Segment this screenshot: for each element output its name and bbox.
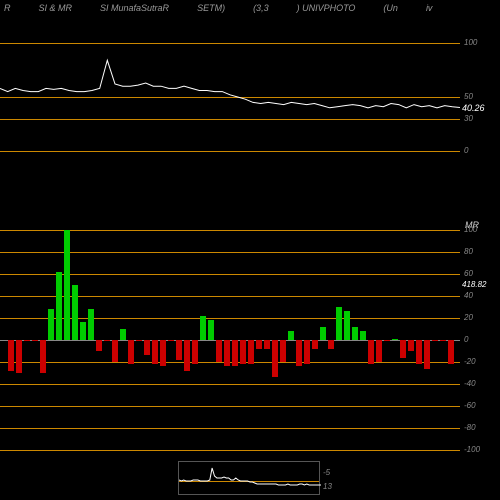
grid-line — [0, 384, 460, 385]
line-chart-svg — [0, 43, 460, 151]
bar — [264, 340, 270, 349]
grid-line — [0, 406, 460, 407]
grid-line — [0, 151, 460, 152]
header-label: SI MunafaSutraR — [100, 3, 169, 13]
bar — [440, 340, 446, 341]
header-label: iv — [426, 3, 433, 13]
axis-label: 40 — [464, 291, 473, 300]
axis-label: 50 — [464, 92, 473, 101]
bar — [288, 331, 294, 340]
bar — [416, 340, 422, 364]
bar — [112, 340, 118, 362]
bar — [312, 340, 318, 349]
header-label: ) UNIVPHOTO — [297, 3, 356, 13]
axis-label: 30 — [464, 114, 473, 123]
bar — [8, 340, 14, 371]
bar — [80, 322, 86, 340]
bar — [40, 340, 46, 373]
mini-line-svg — [179, 462, 321, 496]
grid-line — [0, 362, 460, 363]
axis-label: 0 — [464, 335, 468, 344]
bar — [224, 340, 230, 366]
axis-label: -20 — [464, 357, 476, 366]
bar — [136, 340, 142, 341]
bar — [72, 285, 78, 340]
axis-label: 0 — [464, 146, 468, 155]
axis-label: 20 — [464, 313, 473, 322]
bar — [104, 340, 110, 341]
mr-chart-panel: MR-100-80-60-40-20020406080100418.82 — [0, 230, 500, 450]
header-label: SETM) — [197, 3, 225, 13]
chart-header: R SI & MR SI MunafaSutraR SETM) (3,3 ) UNIVPH… — [0, 0, 500, 16]
bar — [120, 329, 126, 340]
grid-line — [0, 340, 460, 341]
header-label: R — [4, 3, 11, 13]
bar — [296, 340, 302, 366]
bar — [192, 340, 198, 364]
bar — [240, 340, 246, 364]
bar — [392, 339, 398, 340]
bar — [168, 340, 174, 341]
bar — [88, 309, 94, 340]
bar — [424, 340, 430, 369]
bar — [448, 340, 454, 364]
current-value-label: 40.26 — [462, 103, 485, 113]
bar — [328, 340, 334, 349]
axis-label: 100 — [464, 38, 477, 47]
bar — [376, 340, 382, 362]
bar — [408, 340, 414, 351]
bar — [280, 340, 286, 362]
axis-label: 60 — [464, 269, 473, 278]
bar — [184, 340, 190, 371]
bar — [352, 327, 358, 340]
bar — [232, 340, 238, 366]
bar — [320, 327, 326, 340]
bar — [160, 340, 166, 366]
bar — [200, 316, 206, 340]
mini-axis-label: 13 — [323, 482, 332, 491]
bar — [360, 331, 366, 340]
bar — [144, 340, 150, 355]
mini-chart-panel: -513 — [178, 461, 320, 495]
grid-line — [0, 428, 460, 429]
bar — [272, 340, 278, 377]
bar — [128, 340, 134, 364]
header-label: SI & MR — [39, 3, 73, 13]
bar — [368, 340, 374, 364]
header-label: (3,3 — [253, 3, 269, 13]
axis-label: -100 — [464, 445, 480, 454]
axis-label: 100 — [464, 225, 477, 234]
bar — [24, 340, 30, 341]
bar — [16, 340, 22, 373]
bar — [56, 272, 62, 340]
axis-label: -60 — [464, 401, 476, 410]
bar — [216, 340, 222, 362]
axis-label: 80 — [464, 247, 473, 256]
mini-axis-label: -5 — [323, 468, 330, 477]
bar — [208, 320, 214, 340]
bar — [384, 340, 390, 341]
bar — [336, 307, 342, 340]
bar — [432, 340, 438, 341]
mr-current-value: 418.82 — [462, 280, 486, 289]
bar — [344, 311, 350, 340]
bar — [400, 340, 406, 358]
bar — [64, 230, 70, 340]
rsi-chart-panel: 0305010040.26 — [0, 43, 500, 151]
header-label: (Un — [383, 3, 398, 13]
axis-label: -40 — [464, 379, 476, 388]
grid-line — [0, 450, 460, 451]
bar — [304, 340, 310, 364]
axis-label: -80 — [464, 423, 476, 432]
bar — [32, 340, 38, 341]
bar — [176, 340, 182, 360]
bar — [248, 340, 254, 364]
bar — [96, 340, 102, 351]
bar — [48, 309, 54, 340]
bar — [152, 340, 158, 364]
bar — [256, 340, 262, 349]
